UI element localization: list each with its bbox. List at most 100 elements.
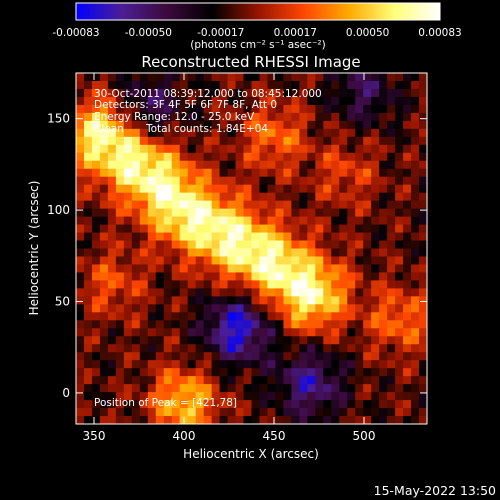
heatmap-cell	[107, 104, 117, 114]
heatmap-cell	[163, 192, 173, 202]
heatmap-cell	[139, 136, 149, 146]
heatmap-cell	[219, 216, 229, 226]
heatmap-cell	[411, 73, 420, 82]
heatmap-cell	[403, 248, 412, 258]
heatmap-cell	[283, 296, 292, 305]
heatmap-cell	[339, 184, 348, 194]
heatmap-cell	[107, 112, 117, 122]
heatmap-cell	[299, 336, 308, 345]
heatmap-cell	[323, 128, 332, 138]
heatmap-cell	[83, 96, 93, 106]
heatmap-cell	[291, 368, 300, 377]
heatmap-cell	[411, 176, 420, 186]
heatmap-cell	[227, 120, 237, 130]
heatmap-cell	[291, 160, 300, 170]
heatmap-cell	[339, 416, 348, 424]
heatmap-cell	[411, 136, 420, 146]
heatmap-cell	[291, 184, 300, 194]
heatmap-cell	[339, 368, 348, 377]
heatmap-cell	[299, 304, 308, 313]
heatmap-cell	[379, 200, 388, 210]
heatmap-cell	[131, 80, 141, 90]
heatmap-cell	[315, 400, 324, 409]
heatmap-cell	[179, 336, 189, 345]
heatmap-cell	[371, 232, 380, 242]
heatmap-cell	[211, 176, 221, 186]
heatmap-cell	[203, 160, 213, 170]
heatmap-cell	[179, 408, 189, 417]
heatmap-cell	[323, 368, 332, 377]
heatmap-cell	[187, 320, 197, 329]
heatmap-cell	[403, 152, 412, 162]
heatmap-cell	[243, 408, 253, 417]
heatmap-cell	[259, 392, 269, 401]
heatmap-cell	[203, 336, 213, 345]
heatmap-cell	[76, 304, 85, 313]
heatmap-cell	[299, 144, 308, 154]
heatmap-cell	[115, 80, 125, 90]
heatmap-cell	[299, 200, 308, 210]
heatmap-cell	[355, 376, 364, 385]
heatmap-cell	[323, 360, 332, 369]
heatmap-cell	[76, 96, 85, 106]
heatmap-cell	[395, 120, 404, 130]
heatmap-cell	[139, 320, 149, 329]
heatmap-cell	[243, 344, 253, 353]
heatmap-cell	[243, 168, 253, 178]
heatmap-cell	[171, 296, 181, 305]
heatmap-cell	[123, 256, 133, 266]
heatmap-cell	[315, 232, 324, 242]
heatmap-cell	[155, 392, 165, 401]
heatmap-cell	[299, 392, 308, 401]
heatmap-cell	[115, 336, 125, 345]
heatmap-image	[76, 73, 427, 424]
heatmap-cell	[243, 176, 253, 186]
heatmap-cell	[403, 280, 412, 289]
heatmap-cell	[91, 352, 101, 361]
heatmap-cell	[155, 368, 165, 377]
heatmap-cell	[155, 192, 165, 202]
heatmap-cell	[299, 328, 308, 337]
heatmap-cell	[243, 184, 253, 194]
heatmap-cell	[387, 368, 396, 377]
heatmap-cell	[155, 264, 165, 274]
heatmap-cell	[115, 200, 125, 210]
heatmap-cell	[179, 80, 189, 90]
heatmap-cell	[307, 328, 316, 337]
heatmap-cell	[195, 73, 205, 82]
heatmap-cell	[315, 304, 324, 313]
heatmap-cell	[107, 240, 117, 250]
heatmap-cell	[155, 320, 165, 329]
heatmap-cell	[203, 256, 213, 266]
heatmap-cell	[267, 264, 277, 274]
heatmap-cell	[235, 73, 245, 82]
heatmap-cell	[211, 128, 221, 138]
heatmap-cell	[179, 320, 189, 329]
heatmap-cell	[315, 240, 324, 250]
heatmap-cell	[139, 176, 149, 186]
heatmap-cell	[339, 80, 348, 90]
heatmap-cell	[139, 256, 149, 266]
heatmap-cell	[339, 88, 348, 98]
heatmap-cell	[115, 392, 125, 401]
heatmap-cell	[115, 120, 125, 130]
heatmap-cell	[283, 240, 292, 250]
heatmap-cell	[379, 224, 388, 234]
heatmap-cell	[235, 200, 245, 210]
heatmap-cell	[299, 168, 308, 178]
heatmap-cell	[299, 280, 308, 289]
heatmap-cell	[163, 160, 173, 170]
heatmap-cell	[235, 192, 245, 202]
heatmap-cell	[211, 272, 221, 282]
heatmap-cell	[147, 368, 157, 377]
heatmap-cell	[315, 192, 324, 202]
heatmap-cell	[227, 224, 237, 234]
heatmap-cell	[307, 264, 316, 274]
heatmap-cell	[171, 368, 181, 377]
heatmap-cell	[235, 80, 245, 90]
heatmap-cell	[195, 160, 205, 170]
heatmap-cell	[331, 248, 340, 258]
heatmap-cell	[275, 144, 285, 154]
heatmap-cell	[163, 280, 173, 289]
heatmap-cell	[187, 400, 197, 409]
